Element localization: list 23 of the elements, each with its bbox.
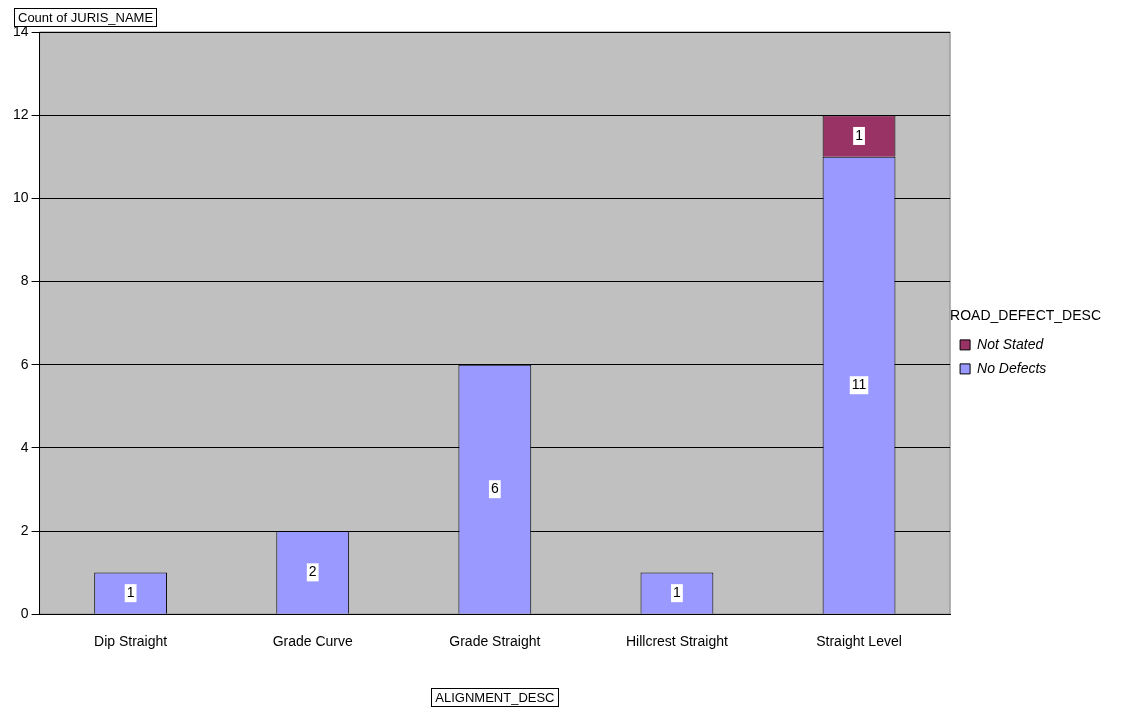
y-tick-label: 2 xyxy=(20,521,29,538)
y-tick-label: 12 xyxy=(12,106,29,123)
x-tick-label: Straight Level xyxy=(816,633,902,650)
data-label: 6 xyxy=(490,480,499,497)
x-tick-label: Grade Straight xyxy=(449,633,541,650)
y-tick-label: 0 xyxy=(20,605,29,622)
legend-label: Not Stated xyxy=(977,335,1045,352)
y-tick-label: 8 xyxy=(20,272,29,289)
data-label: 1 xyxy=(855,126,864,143)
data-label: 2 xyxy=(308,563,317,580)
x-tick-label: Hillcrest Straight xyxy=(625,633,728,650)
data-label: 1 xyxy=(673,584,682,601)
x-tick-label: Dip Straight xyxy=(94,633,168,650)
data-label: 1 xyxy=(126,584,135,601)
y-tick-label: 6 xyxy=(20,355,29,372)
x-axis-title: ALIGNMENT_DESC xyxy=(431,688,559,707)
x-tick-label: Grade Curve xyxy=(272,633,354,650)
data-label: 11 xyxy=(851,376,867,393)
y-tick-label: 10 xyxy=(12,189,29,206)
legend-label: No Defects xyxy=(977,359,1047,376)
y-axis-title: Count of JURIS_NAME xyxy=(14,8,158,27)
y-tick-label: 4 xyxy=(20,438,29,455)
legend-title: ROAD_DEFECT_DESC xyxy=(950,306,1101,323)
